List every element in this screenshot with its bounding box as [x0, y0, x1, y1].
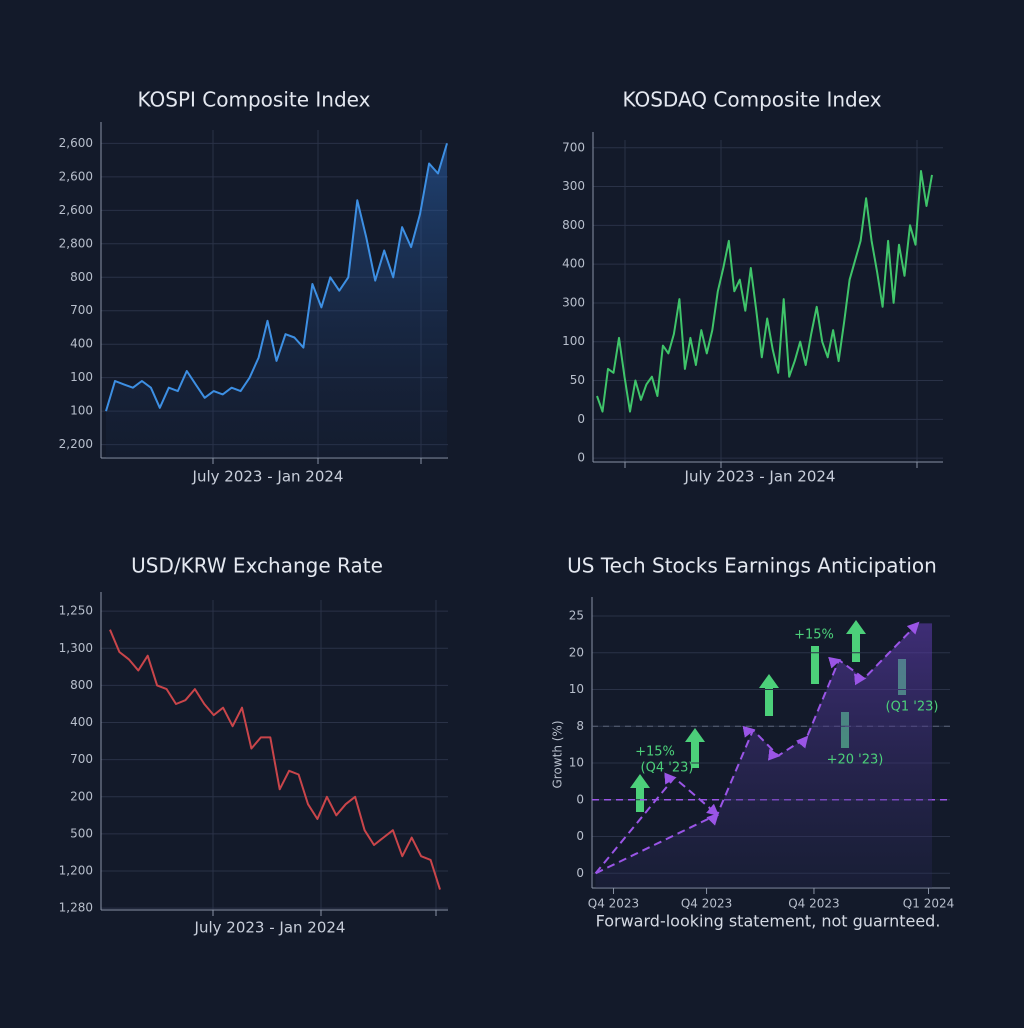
- y-tick-label: 50: [570, 373, 585, 387]
- y-tick-label: 0: [577, 412, 585, 426]
- annotation: (Q4 '23): [641, 761, 694, 776]
- y-tick-label: 20: [569, 645, 584, 659]
- y-tick-label: 10: [569, 756, 584, 770]
- y-tick-label: 700: [70, 303, 93, 317]
- y-tick-label: 400: [70, 715, 93, 729]
- y-tick-label: 800: [562, 218, 585, 232]
- annotation: +20 '23): [827, 753, 884, 768]
- x-tick-label: Q1 2024: [903, 897, 954, 911]
- chart-panel: KOSPI Composite Index 2,200 100 100 400 700 80…: [59, 88, 448, 486]
- y-tick-label: 2,600: [59, 169, 93, 183]
- x-tick-label: Q4 2023: [681, 897, 732, 911]
- y-tick-label: 300: [562, 179, 585, 193]
- series-line: [596, 170, 933, 413]
- y-tick-label: 700: [562, 140, 585, 154]
- y-tick-label: 0: [576, 866, 584, 880]
- y-tick-label: 2,600: [59, 136, 93, 150]
- x-axis-label: July 2023 - Jan 2024: [684, 468, 836, 486]
- annotation: +15%: [635, 745, 675, 760]
- y-tick-label: 300: [562, 295, 585, 309]
- annotation: +15%: [794, 628, 834, 643]
- chart-panel: USD/KRW Exchange Rate 1,280 1,200 500 200 700…: [59, 554, 448, 937]
- chart-title: USD/KRW Exchange Rate: [131, 554, 383, 578]
- y-tick-label: 200: [70, 789, 93, 803]
- chart-panel: US Tech Stocks Earnings Anticipation 0 0 0 1…: [551, 554, 955, 931]
- chart-title: KOSDAQ Composite Index: [622, 88, 881, 112]
- annotation: (Q1 '23): [886, 700, 939, 715]
- x-axis-label: July 2023 - Jan 2024: [192, 468, 344, 486]
- y-tick-label: 400: [70, 337, 93, 351]
- y-axis-label: Growth (%): [551, 720, 565, 788]
- y-tick-label: 8: [576, 719, 584, 733]
- chart-panel: KOSDAQ Composite Index 0 0 50 100 300 400 800 30…: [562, 88, 943, 486]
- y-tick-label: 2,800: [59, 236, 93, 250]
- y-tick-label: 800: [70, 678, 93, 692]
- y-tick-label: 400: [562, 257, 585, 271]
- series-line: [109, 629, 441, 890]
- y-tick-label: 0: [576, 829, 584, 843]
- series-line: [105, 143, 448, 412]
- y-tick-label: 2,200: [59, 437, 93, 451]
- footnote: Forward-looking statement, not guarnteed…: [596, 912, 941, 931]
- y-tick-label: 800: [70, 270, 93, 284]
- y-tick-label: 0: [577, 451, 585, 465]
- x-tick-label: Q4 2023: [588, 897, 639, 911]
- y-tick-label: 100: [70, 404, 93, 418]
- y-tick-label: 1,200: [59, 864, 93, 878]
- y-tick-label: 2,600: [59, 203, 93, 217]
- y-tick-label: 0: [576, 792, 584, 806]
- y-tick-label: 25: [569, 609, 584, 623]
- chart-title: US Tech Stocks Earnings Anticipation: [567, 554, 937, 578]
- y-tick-label: 1,300: [59, 641, 93, 655]
- y-tick-label: 1,250: [59, 604, 93, 618]
- chart-title: KOSPI Composite Index: [138, 88, 371, 112]
- y-tick-label: 10: [569, 682, 584, 696]
- y-tick-label: 1,280: [59, 901, 93, 915]
- x-tick-label: Q4 2023: [788, 897, 839, 911]
- y-tick-label: 700: [70, 752, 93, 766]
- area: [106, 143, 447, 458]
- series-line: [595, 621, 920, 875]
- y-tick-label: 500: [70, 826, 93, 840]
- y-tick-label: 100: [562, 334, 585, 348]
- y-tick-label: 100: [70, 370, 93, 384]
- series-line: [594, 772, 720, 874]
- x-axis-label: July 2023 - Jan 2024: [194, 919, 346, 937]
